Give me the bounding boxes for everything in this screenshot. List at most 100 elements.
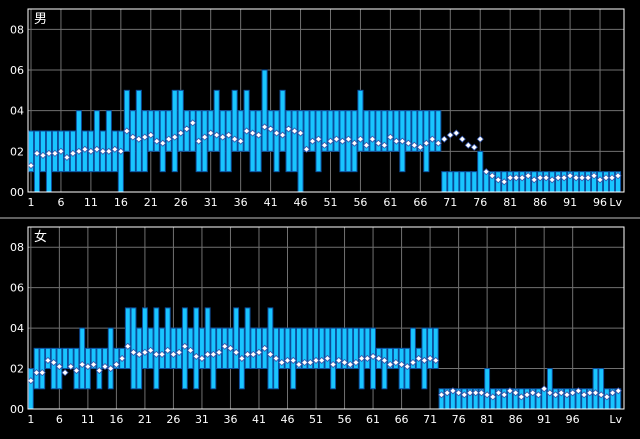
mean-point [169,350,178,358]
mean-point [135,135,143,143]
mean-point [518,174,526,182]
mean-point [225,131,233,139]
mean-point [78,360,86,369]
range-bar [477,150,484,193]
mean-point [215,348,223,356]
range-bar [267,307,274,390]
mean-point [289,356,297,365]
mean-point [392,358,400,367]
range-bar [429,110,436,152]
mean-point [129,133,137,141]
mean-point [312,356,320,365]
mean-point [302,145,311,153]
mean-point [323,354,331,363]
range-bar [327,110,334,152]
range-bar [387,110,394,152]
range-bar [177,89,184,152]
mean-point [129,348,138,356]
range-bar [176,327,183,370]
mean-point [368,135,376,143]
mean-point [603,393,611,401]
range-bar [164,307,171,370]
mean-point [141,133,149,141]
mean-point [356,135,365,143]
mean-point [375,354,383,363]
mean-point [306,358,314,367]
mean-point [273,129,281,137]
range-bar [201,110,208,173]
mean-point [446,131,454,139]
x-tick-label: 91 [563,196,577,209]
x-tick-label: 71 [443,196,457,209]
mean-point [398,137,406,145]
mean-point [338,137,347,145]
x-tick-label: 86 [533,196,547,209]
range-bar [465,171,472,193]
x-axis-label: Lv [609,413,622,426]
x-tick-label: 91 [537,413,551,426]
x-tick-label: 76 [452,413,466,426]
mean-point [416,143,424,151]
y-tick-label: 08 [10,23,24,36]
range-bar [278,327,285,370]
x-tick-label: 56 [338,413,352,426]
mean-point [540,385,548,393]
mean-point [449,387,457,395]
mean-point [204,350,212,358]
mean-point [590,172,598,180]
range-bar [453,171,460,193]
range-bar [105,110,112,173]
mean-point [141,348,149,356]
x-tick-label: 56 [353,196,367,209]
range-bar [79,327,86,390]
mean-point [27,377,35,385]
plot-frame [27,226,625,410]
range-bar [256,327,262,370]
mean-point [524,172,532,180]
y-tick-label: 08 [10,241,24,254]
mean-point [99,147,107,155]
mean-point [175,348,183,356]
mean-point [420,356,428,365]
range-bar [153,110,160,152]
mean-point [476,135,484,143]
mean-point [153,137,161,145]
mean-point [93,145,101,153]
x-tick-label: 21 [144,196,158,209]
x-tick-label: 36 [223,413,237,426]
mean-point [55,362,63,371]
mean-point [39,151,47,159]
range-bar [165,110,172,152]
range-bar [141,307,148,370]
x-tick-label: 1 [27,413,34,426]
mean-point [213,131,221,139]
range-bar [417,110,424,152]
mean-point [530,176,538,184]
mean-point [201,133,209,141]
range-bar [231,89,238,152]
mean-point [403,362,411,371]
mean-point [267,125,275,133]
mean-point [135,350,143,358]
y-tick-label: 04 [10,322,24,335]
mean-point [255,348,263,356]
mean-point [477,389,485,397]
y-tick-label: 02 [10,363,24,376]
mean-point [95,367,103,375]
mean-point [57,147,65,155]
mean-point [443,389,451,397]
y-tick-label: 02 [10,145,24,158]
mean-point [506,387,514,395]
mean-point [609,389,617,397]
mean-point [380,141,388,149]
x-tick-label: 26 [174,196,188,209]
range-bar [45,130,53,193]
range-bar [398,347,405,390]
mean-point [346,360,354,369]
mean-point [369,352,377,360]
mean-point [231,135,239,143]
mean-point [44,356,52,365]
mean-point [296,129,305,137]
